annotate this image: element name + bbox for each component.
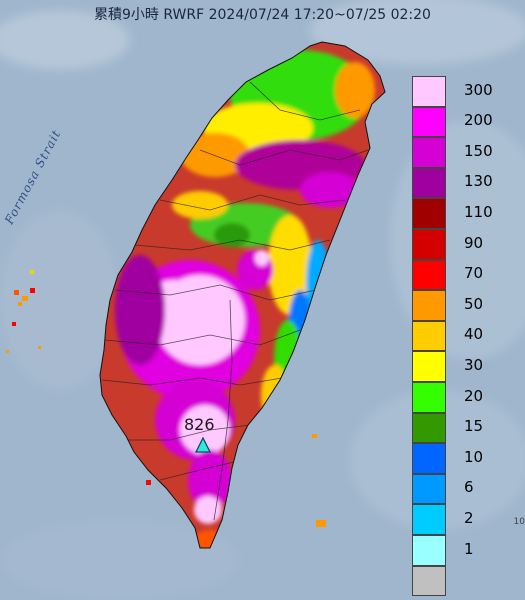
legend-swatch	[412, 443, 446, 474]
legend-label: 300	[464, 80, 493, 99]
legend-swatch	[412, 534, 446, 566]
legend-row: 70	[412, 259, 508, 291]
legend-label: 10	[464, 447, 484, 466]
map-title: 累積9小時 RWRF 2024/07/24 17:20~07/25 02:20	[94, 7, 431, 23]
legend-label: 30	[464, 355, 484, 374]
legend-swatch	[412, 473, 446, 505]
legend-row: 10	[412, 443, 508, 474]
coastline	[99, 41, 386, 549]
legend-swatch	[412, 228, 446, 260]
triangle-marker-icon	[195, 437, 211, 453]
legend-row: 90	[412, 228, 508, 260]
legend-row: 150	[412, 137, 508, 168]
corner-fragment: 10	[513, 517, 525, 527]
legend-swatch	[412, 106, 446, 138]
legend-label: 50	[464, 294, 484, 313]
legend-label: 110	[464, 202, 493, 221]
legend-swatch	[412, 412, 446, 444]
legend-label: 90	[464, 233, 484, 252]
legend-swatch	[412, 565, 446, 597]
legend-label: 130	[464, 172, 493, 191]
legend-label: 6	[464, 478, 474, 497]
legend-row: 6	[412, 473, 508, 505]
offshore-rain-cells	[6, 270, 326, 527]
legend-row: 130	[412, 167, 508, 199]
legend-row	[412, 565, 508, 597]
legend-swatch	[412, 290, 446, 321]
legend-swatch	[412, 76, 446, 107]
max-rainfall-label: 826	[184, 415, 215, 434]
legend-row: 50	[412, 290, 508, 321]
legend-row: 2	[412, 504, 508, 535]
legend: 300 200 150 130 110 90 70 50 40 30 20 15 10 6 2 1	[412, 76, 508, 597]
legend-row: 1	[412, 534, 508, 566]
legend-swatch	[412, 167, 446, 199]
legend-swatch	[412, 137, 446, 168]
legend-label: 20	[464, 386, 484, 405]
legend-label: 2	[464, 508, 474, 527]
legend-label: 70	[464, 264, 484, 283]
legend-label: 200	[464, 111, 493, 130]
legend-label: 15	[464, 417, 484, 436]
legend-label: 1	[464, 539, 474, 558]
legend-row: 15	[412, 412, 508, 444]
legend-swatch	[412, 259, 446, 291]
legend-swatch	[412, 320, 446, 352]
legend-row: 20	[412, 381, 508, 413]
legend-label: 150	[464, 141, 493, 160]
legend-swatch	[412, 351, 446, 382]
legend-row: 300	[412, 76, 508, 107]
legend-label: 40	[464, 325, 484, 344]
legend-row: 200	[412, 106, 508, 138]
legend-row: 30	[412, 351, 508, 382]
legend-row: 110	[412, 198, 508, 229]
legend-swatch	[412, 504, 446, 535]
legend-row: 40	[412, 320, 508, 352]
legend-swatch	[412, 198, 446, 229]
legend-swatch	[412, 381, 446, 413]
